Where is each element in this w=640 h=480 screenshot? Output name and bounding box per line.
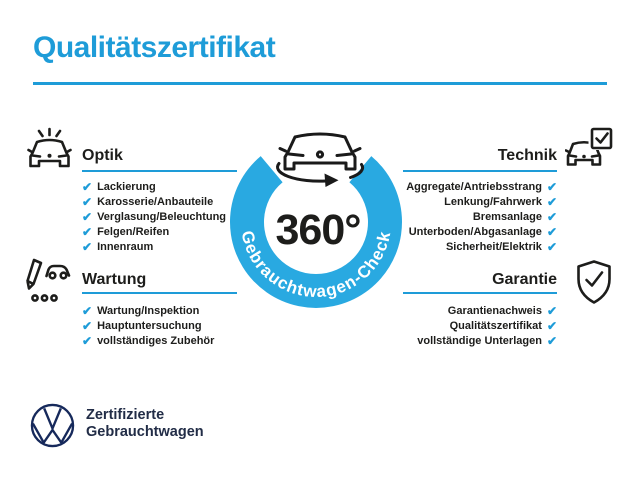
checklist-wartung: ✔ Wartung/Inspektion ✔ Hauptuntersuchung ✔… bbox=[82, 304, 214, 348]
vw-logo bbox=[30, 403, 75, 448]
checklist-item-label: Verglasung/Beleuchtung bbox=[97, 210, 227, 223]
checklist-garantie: Garantienachweis ✔ Qualitätszertifikat ✔ v… bbox=[417, 304, 557, 348]
checklist-item-label: Sicherheit/Elektrik bbox=[445, 240, 542, 253]
checklist-item-label: Hauptuntersuchung bbox=[97, 320, 202, 333]
check-icon: ✔ bbox=[546, 209, 557, 224]
check-icon: ✔ bbox=[82, 224, 93, 239]
check-icon: ✔ bbox=[546, 304, 557, 319]
checklist-item-label: Innenraum bbox=[97, 240, 154, 253]
check-icon: ✔ bbox=[82, 180, 93, 195]
checklist-item: ✔ Lackierung bbox=[82, 180, 226, 195]
pencil-car-checklist-icon bbox=[26, 258, 71, 302]
section-heading-wartung: Wartung bbox=[82, 271, 147, 288]
check-icon: ✔ bbox=[546, 319, 557, 334]
car-360-rotation-icon bbox=[276, 132, 365, 187]
checklist-item: ✔ vollständiges Zubehör bbox=[82, 334, 214, 349]
checklist-item-label: Karosserie/Anbauteile bbox=[97, 196, 214, 209]
section-divider-garantie bbox=[403, 292, 557, 295]
shield-check-icon bbox=[577, 260, 611, 304]
check-icon: ✔ bbox=[82, 333, 93, 348]
checklist-item-label: Lenkung/Fahrwerk bbox=[444, 196, 542, 209]
checklist-item-label: Garantienachweis bbox=[447, 305, 542, 318]
checklist-item: Qualitätszertifikat ✔ bbox=[417, 319, 557, 334]
check-icon: ✔ bbox=[546, 224, 557, 239]
checklist-item-label: Unterboden/Abgasanlage bbox=[408, 225, 542, 238]
check-icon: ✔ bbox=[546, 195, 557, 210]
checklist-item: ✔ Innenraum bbox=[82, 239, 226, 254]
section-heading-garantie: Garantie bbox=[492, 271, 557, 288]
checklist-item-label: Wartung/Inspektion bbox=[97, 305, 200, 318]
checklist-item: Bremsanlage ✔ bbox=[406, 210, 557, 225]
checklist-item: Garantienachweis ✔ bbox=[417, 304, 557, 319]
check-icon: ✔ bbox=[546, 239, 557, 254]
section-divider-wartung bbox=[82, 292, 237, 295]
car-front-shine-icon bbox=[27, 127, 72, 168]
checklist-item-label: Bremsanlage bbox=[472, 210, 542, 223]
brand-claim-line2: Gebrauchtwagen bbox=[86, 423, 204, 440]
page-title: Qualitätszertifikat bbox=[33, 31, 276, 64]
checklist-item-label: Aggregate/Antriebsstrang bbox=[406, 181, 542, 194]
section-divider-optik bbox=[82, 170, 237, 173]
checklist-item: Unterboden/Abgasanlage ✔ bbox=[406, 224, 557, 239]
checklist-optik: ✔ Lackierung ✔ Karosserie/Anbauteile ✔ Verg… bbox=[82, 180, 226, 254]
section-heading-optik: Optik bbox=[82, 147, 123, 164]
checklist-item-label: Lackierung bbox=[97, 181, 156, 194]
check-icon: ✔ bbox=[546, 333, 557, 348]
checklist-item: Lenkung/Fahrwerk ✔ bbox=[406, 195, 557, 210]
checklist-item: ✔ Verglasung/Beleuchtung bbox=[82, 210, 226, 225]
car-checkbox-icon bbox=[565, 127, 614, 166]
checklist-item-label: Qualitätszertifikat bbox=[449, 320, 542, 333]
check-icon: ✔ bbox=[546, 180, 557, 195]
degrees-label: 360° bbox=[276, 206, 361, 254]
check-icon: ✔ bbox=[82, 319, 93, 334]
checklist-item: ✔ Karosserie/Anbauteile bbox=[82, 195, 226, 210]
checklist-item: Aggregate/Antriebsstrang ✔ bbox=[406, 180, 557, 195]
checklist-technik: Aggregate/Antriebsstrang ✔ Lenkung/Fahrwe… bbox=[406, 180, 557, 254]
brand-claim-line1: Zertifizierte bbox=[86, 407, 165, 423]
checklist-item: ✔ Hauptuntersuchung bbox=[82, 319, 214, 334]
title-divider bbox=[33, 82, 607, 85]
check-icon: ✔ bbox=[82, 304, 93, 319]
checklist-item: ✔ Wartung/Inspektion bbox=[82, 304, 214, 319]
check-icon: ✔ bbox=[82, 209, 93, 224]
360-check-badge: 360° Gebrauchtwagen-Check bbox=[230, 132, 402, 308]
rotation-arrowhead bbox=[324, 173, 339, 187]
checklist-item: Sicherheit/Elektrik ✔ bbox=[406, 239, 557, 254]
brand-claim: Zertifizierte Gebrauchtwagen bbox=[86, 407, 204, 440]
check-icon: ✔ bbox=[82, 239, 93, 254]
check-icon: ✔ bbox=[82, 195, 93, 210]
section-heading-technik: Technik bbox=[497, 147, 557, 164]
checklist-item: vollständige Unterlagen ✔ bbox=[417, 334, 557, 349]
checklist-item: ✔ Felgen/Reifen bbox=[82, 224, 226, 239]
checklist-item-label: vollständiges Zubehör bbox=[97, 334, 215, 347]
checklist-item-label: vollständige Unterlagen bbox=[417, 334, 542, 347]
section-divider-technik bbox=[403, 170, 557, 173]
checklist-item-label: Felgen/Reifen bbox=[97, 225, 170, 238]
ring-shape bbox=[230, 156, 402, 308]
